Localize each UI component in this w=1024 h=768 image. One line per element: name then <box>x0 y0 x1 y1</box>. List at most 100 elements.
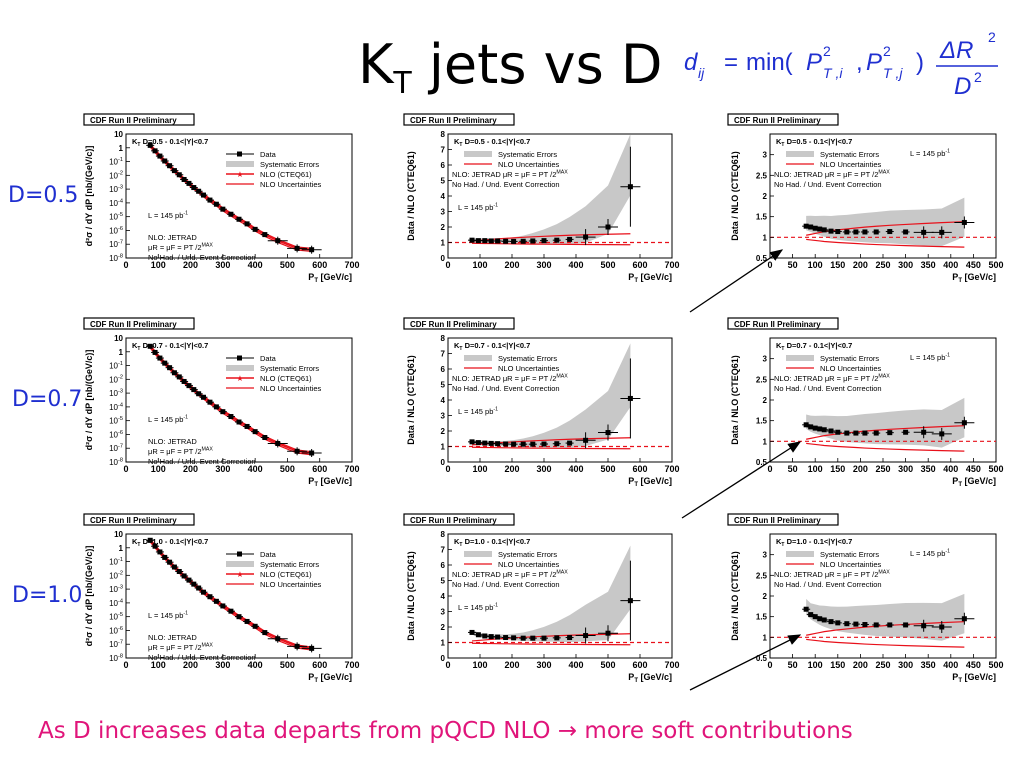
data-point <box>236 614 242 620</box>
data-point <box>808 424 814 430</box>
banner-text: CDF Run II Preliminary <box>90 516 177 525</box>
y-tick-label: 3 <box>763 151 768 160</box>
legend-nlo-star: ★ <box>236 170 243 179</box>
x-tick-label: 200 <box>183 260 198 270</box>
systematic-error-band <box>472 343 631 448</box>
data-point <box>835 229 841 235</box>
x-axis-label: PT [GeV/c] <box>952 476 996 488</box>
lumi-label: L = 145 pb-1 <box>910 149 950 158</box>
nlo-jetrad-label: NLO: JETRAD <box>148 233 197 242</box>
x-tick-label: 50 <box>788 260 798 270</box>
y-tick-label: 3 <box>441 412 446 421</box>
x-tick-label: 150 <box>830 260 845 270</box>
data-point <box>903 622 909 628</box>
legend-syst-label: Systematic Errors <box>498 354 557 363</box>
data-point <box>862 622 868 628</box>
x-tick-label: 400 <box>943 660 958 670</box>
data-point <box>186 577 192 583</box>
data-point <box>605 224 611 230</box>
y-tick-label: 2 <box>441 623 446 632</box>
data-point <box>152 543 158 549</box>
data-point <box>294 643 300 649</box>
x-tick-label: 100 <box>151 464 166 474</box>
banner-text: CDF Run II Preliminary <box>410 516 497 525</box>
legend-data-label: Data <box>260 550 277 559</box>
data-point <box>844 430 850 436</box>
y-tick-label: 1.5 <box>756 613 768 622</box>
y-tick-label: 0.5 <box>756 458 768 467</box>
legend-syst-label: Systematic Errors <box>498 150 557 159</box>
d-label-10: D=1.0 <box>12 583 83 608</box>
y-tick-label: 3 <box>763 551 768 560</box>
data-point <box>147 142 153 148</box>
legend-syst-swatch <box>786 151 814 157</box>
data-point <box>294 245 300 251</box>
y-tick-label: 10-1 <box>109 157 123 167</box>
y-tick-label: 1 <box>763 437 768 446</box>
legend-syst-label: Systematic Errors <box>260 364 319 373</box>
y-tick-label: 8 <box>441 334 446 343</box>
legend-nlo-unc-label: NLO Uncertainties <box>820 364 882 373</box>
svg-text:2: 2 <box>974 69 982 85</box>
data-point <box>171 564 177 570</box>
y-tick-label: 10-7 <box>109 444 123 454</box>
x-axis-label: PT [GeV/c] <box>308 272 352 284</box>
y-tick-label: 7 <box>441 146 446 155</box>
legend-syst-label: Systematic Errors <box>820 150 879 159</box>
data-point <box>939 229 945 235</box>
legend-syst-label: Systematic Errors <box>820 550 879 559</box>
y-tick-label: 6 <box>441 161 446 170</box>
y-tick-label: 10-1 <box>109 557 123 567</box>
data-point <box>157 549 163 555</box>
data-point <box>309 247 315 253</box>
legend-nlo-label: NLO (CTEQ61) <box>260 570 312 579</box>
svg-text:,: , <box>856 49 863 76</box>
legend-data-label: Data <box>260 354 277 363</box>
legend-data-marker <box>237 355 242 361</box>
data-point <box>200 589 206 595</box>
lumi-label: L = 145 pb-1 <box>458 603 498 612</box>
banner-text: CDF Run II Preliminary <box>734 116 821 125</box>
x-tick-label: 250 <box>875 260 890 270</box>
y-tick-label: 1 <box>441 443 446 452</box>
y-tick-label: 2.5 <box>756 375 768 384</box>
y-tick-label: 4 <box>441 592 446 601</box>
data-point <box>844 229 850 235</box>
x-tick-label: 450 <box>966 660 981 670</box>
legend-nlo-unc-label: NLO Uncertainties <box>820 560 882 569</box>
x-tick-label: 600 <box>312 260 327 270</box>
data-point <box>853 621 859 627</box>
scale-label: NLO: JETRAD μR = μF = PT /2MAX <box>452 170 568 179</box>
y-tick-label: 1 <box>763 233 768 242</box>
data-point <box>817 616 823 622</box>
legend-nlo-star: ★ <box>236 374 243 383</box>
x-tick-label: 300 <box>215 464 230 474</box>
data-point <box>844 621 850 627</box>
data-point <box>835 429 841 435</box>
legend-syst-swatch <box>226 161 254 167</box>
y-tick-label: 10-6 <box>109 430 123 440</box>
y-tick-label: 5 <box>441 577 446 586</box>
data-point <box>808 224 814 230</box>
y-tick-label: 10-3 <box>109 389 123 399</box>
data-point <box>196 188 202 194</box>
banner-box <box>727 113 839 126</box>
y-tick-label: 10-8 <box>109 253 123 263</box>
data-point <box>207 594 213 600</box>
scale-label: NLO: JETRAD μR = μF = PT /2MAX <box>452 374 568 383</box>
y-tick-label: 6 <box>441 561 446 570</box>
x-tick-label: 400 <box>568 660 583 670</box>
x-tick-label: 500 <box>600 464 615 474</box>
data-point <box>887 430 893 436</box>
data-point <box>152 349 158 355</box>
chart-panel-r0c2: CDF Run II Preliminary 0 50 100 150 200 250 300… <box>727 113 1004 284</box>
panel-header: KT D=1.0 - 0.1<|Y|<0.7 <box>132 537 208 548</box>
x-tick-label: 300 <box>536 464 551 474</box>
y-tick-label: 6 <box>441 365 446 374</box>
y-tick-label: 2 <box>441 223 446 232</box>
scale-label: μR = μF = PT /2MAX <box>148 447 213 456</box>
y-tick-label: 1 <box>763 633 768 642</box>
nlo-jetrad-label: NLO: JETRAD <box>148 633 197 642</box>
y-tick-label: 2.5 <box>756 571 768 580</box>
x-tick-label: 150 <box>830 660 845 670</box>
